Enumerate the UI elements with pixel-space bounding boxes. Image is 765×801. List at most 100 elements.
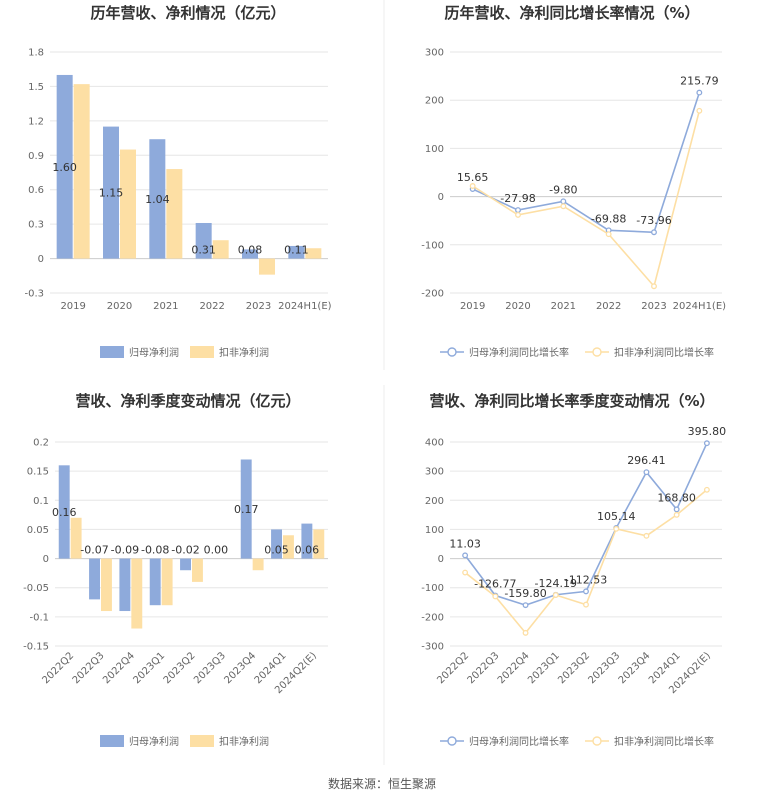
- legend-swatch: [100, 346, 124, 358]
- bar-deducted-net-profit: [192, 558, 203, 582]
- legend-label: 归母净利润同比增长率: [469, 735, 569, 748]
- y-tick-label: 0.6: [28, 185, 44, 196]
- data-point: [560, 198, 567, 205]
- x-tick-label: 2021: [153, 301, 178, 312]
- bar-parent-net-profit: [242, 249, 258, 259]
- x-tick-label: 2023Q3: [192, 650, 228, 686]
- data-label: 0.16: [52, 506, 77, 519]
- x-tick-label: 2022: [596, 301, 621, 312]
- x-tick-label: 2022Q2: [435, 650, 471, 686]
- bar-parent-net-profit: [288, 245, 305, 259]
- y-tick-label: 100: [425, 144, 444, 155]
- y-tick-label: 0: [438, 554, 444, 565]
- data-label: 0.31: [191, 244, 216, 257]
- data-label: -0.09: [111, 544, 139, 557]
- data-label: -0.08: [141, 544, 169, 557]
- bar-parent-net-profit: [56, 74, 73, 259]
- x-tick-label: 2023Q3: [587, 650, 623, 686]
- bar-parent-net-profit: [301, 523, 313, 559]
- data-point: [605, 231, 612, 238]
- data-label: -112.53: [565, 573, 607, 586]
- legend-swatch: [190, 735, 214, 747]
- bar-deducted-net-profit: [212, 240, 229, 259]
- x-tick-label: 2022Q4: [496, 650, 532, 686]
- chart-title: 营收、净利季度变动情况（亿元）: [75, 392, 300, 410]
- y-tick-label: 1.2: [28, 116, 44, 127]
- data-point: [492, 593, 499, 600]
- chart-title: 营收、净利同比增长率季度变动情况（%）: [429, 392, 714, 410]
- legend-marker: [592, 347, 602, 357]
- y-tick-label: 1.5: [28, 82, 44, 93]
- data-point: [651, 229, 657, 236]
- data-label: 15.65: [457, 171, 489, 184]
- x-tick-label: 2020: [107, 301, 132, 312]
- bar-deducted-net-profit: [252, 558, 264, 571]
- data-label: -73.96: [636, 214, 671, 227]
- x-tick-label: 2019: [60, 301, 85, 312]
- data-point: [462, 552, 469, 559]
- data-point: [696, 107, 703, 114]
- y-tick-label: -0.1: [29, 612, 49, 623]
- data-label: 105.14: [597, 510, 636, 523]
- data-point: [583, 588, 589, 595]
- bar-deducted-net-profit: [101, 558, 112, 612]
- legend-marker: [592, 736, 602, 746]
- y-tick-label: 0.15: [27, 467, 49, 478]
- data-label: 11.03: [449, 537, 481, 550]
- data-label: 1.60: [52, 161, 77, 174]
- legend-label: 扣非净利润同比增长率: [614, 346, 714, 359]
- y-tick-label: 0.05: [27, 525, 49, 536]
- x-tick-label: 2023Q4: [617, 650, 653, 686]
- data-label: 168.80: [657, 491, 696, 504]
- data-point: [515, 211, 521, 218]
- bar-parent-net-profit: [180, 558, 191, 571]
- bar-parent-net-profit: [58, 465, 70, 559]
- x-tick-label: 2024H1(E): [278, 301, 332, 312]
- data-label: -159.80: [504, 587, 546, 600]
- y-tick-label: -200: [421, 289, 444, 300]
- series-line-deducted-net-profit-growth: [472, 110, 701, 288]
- legend-swatch: [100, 735, 124, 747]
- x-tick-label: 2023: [641, 301, 666, 312]
- data-label: -0.07: [80, 544, 108, 557]
- x-tick-label: 2022Q3: [71, 650, 107, 686]
- x-tick-label: 2022Q2: [40, 650, 76, 686]
- legend-marker: [447, 347, 457, 357]
- data-point: [522, 629, 529, 636]
- bar-parent-net-profit: [103, 126, 119, 259]
- data-point: [583, 601, 589, 608]
- legend-swatch: [190, 346, 214, 358]
- data-label: -0.02: [171, 544, 199, 557]
- data-point: [651, 283, 657, 290]
- bar-deducted-net-profit: [161, 558, 173, 606]
- x-tick-label: 2023Q1: [131, 650, 167, 686]
- data-point: [673, 506, 680, 513]
- data-label: 0.08: [238, 244, 263, 257]
- data-point: [673, 511, 680, 518]
- data-point: [560, 203, 567, 210]
- data-label: 0.11: [284, 244, 309, 257]
- data-label: -126.77: [474, 578, 516, 591]
- data-point: [703, 440, 710, 447]
- bar-deducted-net-profit: [259, 258, 275, 275]
- bar-parent-net-profit: [149, 139, 166, 259]
- legend-label: 扣非净利润: [219, 735, 269, 748]
- data-label: 296.41: [627, 454, 666, 467]
- data-label: 215.79: [680, 75, 719, 88]
- y-tick-label: -100: [421, 583, 444, 594]
- data-label: -69.88: [591, 212, 626, 225]
- data-label: 0.00: [204, 544, 229, 557]
- y-tick-label: 100: [425, 525, 444, 536]
- data-point: [462, 569, 469, 576]
- x-tick-label: 2022Q4: [101, 650, 137, 686]
- x-tick-label: 2022Q3: [466, 650, 502, 686]
- x-tick-label: 2023Q2: [162, 650, 198, 686]
- data-point: [613, 525, 620, 532]
- data-point: [643, 532, 650, 539]
- data-point: [643, 469, 650, 476]
- data-point: [469, 183, 476, 189]
- y-tick-label: -0.05: [23, 583, 49, 594]
- bar-deducted-net-profit: [166, 169, 183, 259]
- legend-marker: [447, 736, 457, 746]
- data-label: 0.05: [264, 544, 289, 557]
